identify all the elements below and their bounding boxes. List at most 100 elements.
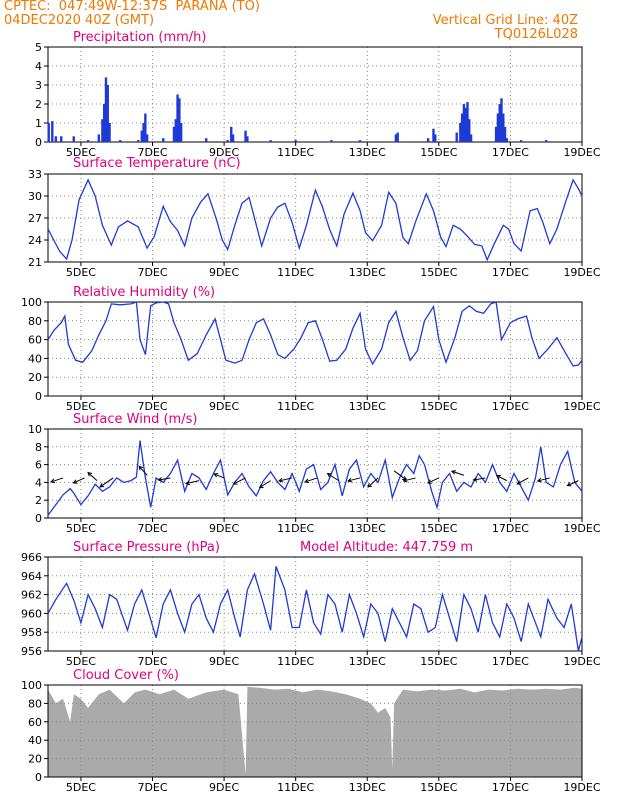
panel-frame <box>47 46 583 143</box>
x-tick-label: 19DEC <box>563 655 600 668</box>
precip-bar <box>505 138 509 142</box>
precip-bar <box>136 140 140 142</box>
precip-bar <box>246 136 249 142</box>
wind-arrow <box>278 477 293 483</box>
wind-arrow <box>450 470 465 476</box>
precip-bar <box>294 140 297 142</box>
precip-bar <box>104 77 108 142</box>
precip-bar <box>498 104 501 142</box>
y-tick-label: 60 <box>28 716 42 729</box>
series-line-wind <box>47 440 583 516</box>
precip-bar <box>179 123 183 142</box>
wind-arrow-shaft <box>158 477 171 481</box>
y-tick-label: 6 <box>35 459 42 472</box>
wind-arrow-shaft <box>259 480 271 489</box>
wind-arrow <box>99 477 114 488</box>
precip-bar <box>462 104 466 142</box>
x-tick-label: 9DEC <box>209 522 239 535</box>
panel-title-wind: Surface Wind (m/s) <box>73 412 197 427</box>
precip-bar <box>51 121 54 142</box>
y-tick-label: 20 <box>28 371 42 384</box>
x-tick-label: 5DEC <box>66 400 96 413</box>
precip-bar <box>204 138 208 142</box>
precip-bar <box>503 126 507 142</box>
wind-arrow-head <box>495 474 501 480</box>
x-tick-label: 11DEC <box>277 266 314 279</box>
wind-arrow-head <box>304 478 310 484</box>
y-tick-label: 962 <box>21 589 42 602</box>
y-tick-label: 964 <box>21 570 42 583</box>
series-line-temp <box>47 178 583 262</box>
wind-arrow-head <box>402 477 408 483</box>
x-tick-label: 11DEC <box>277 522 314 535</box>
wind-arrow-head <box>213 472 219 478</box>
panel-title-cloud: Cloud Cover (%) <box>73 668 179 683</box>
wind-arrow-head <box>367 483 372 488</box>
x-tick-label: 19DEC <box>563 400 600 413</box>
precip-bar <box>106 85 109 142</box>
cloud-area <box>48 686 582 777</box>
wind-arrow-shaft <box>473 477 486 481</box>
x-tick-label: 15DEC <box>420 400 457 413</box>
precip-bar <box>468 119 471 142</box>
wind-arrow-shaft <box>517 477 529 485</box>
wind-arrow-shaft <box>304 477 318 483</box>
y-tick-label: 2 <box>35 98 42 111</box>
precip-bar <box>426 138 430 142</box>
x-tick-label: 7DEC <box>137 400 167 413</box>
wind-arrow-head <box>72 479 78 484</box>
wind-arrow-head <box>50 478 56 484</box>
wind-arrow <box>516 477 529 485</box>
x-tick-label: 9DEC <box>209 781 239 794</box>
panel-title-temp: Surface Temperature (nC) <box>73 156 241 171</box>
wind-arrow-shaft <box>73 477 85 484</box>
precip-bar <box>466 102 469 142</box>
x-tick-label: 13DEC <box>349 266 386 279</box>
precip-bar <box>459 123 462 142</box>
y-tick-label: 8 <box>35 441 42 454</box>
precip-bar <box>519 140 523 142</box>
y-tick-label: 33 <box>28 168 42 181</box>
wind-arrow-shaft <box>50 477 64 483</box>
panel-pressure: Surface Pressure (hPa) Model Altitude: 44… <box>21 540 601 668</box>
wind-arrow <box>426 477 440 484</box>
panel-title-rh: Relative Humidity (%) <box>73 285 215 300</box>
precip-bar <box>72 136 75 142</box>
precip-bar <box>460 113 464 142</box>
x-tick-label: 13DEC <box>349 781 386 794</box>
series-line-rh <box>47 301 583 367</box>
panel-temp: Surface Temperature (nC) 21 24 27 30 33 5DEC 7D… <box>28 156 601 279</box>
x-tick-label: 5DEC <box>66 522 96 535</box>
y-tick-label: 80 <box>28 697 42 710</box>
panel-wind: Surface Wind (m/s) 0 2 4 6 8 10 5DEC 7DEC 9DEC 11D… <box>28 412 601 535</box>
precip-bar <box>494 126 498 142</box>
panel-cloud: Cloud Cover (%) 0 20 40 60 80 100 5DEC 7DEC 9DEC 1… <box>21 668 601 794</box>
wind-arrow-head <box>426 479 432 484</box>
y-tick-label: 100 <box>21 679 42 692</box>
wind-arrow-shaft <box>367 477 379 488</box>
wind-arrow <box>72 477 85 484</box>
precip-bar <box>226 140 229 142</box>
x-tick-label: 5DEC <box>66 146 96 159</box>
wind-arrow-head <box>516 480 522 485</box>
wind-arrow <box>304 477 318 484</box>
panel-subtitle-pressure: Model Altitude: 447.759 m <box>300 540 473 555</box>
panel-frame <box>47 556 583 652</box>
wind-arrow-shaft <box>233 477 246 485</box>
wind-arrow-head <box>347 477 353 483</box>
wind-arrow-shaft <box>347 477 361 482</box>
y-tick-label: 40 <box>28 352 42 365</box>
wind-arrow-head <box>566 482 572 487</box>
wind-arrow <box>566 480 579 487</box>
header-model-code: TQ0126L028 <box>494 27 578 42</box>
wind-arrow-head <box>258 483 264 489</box>
panel-frame <box>47 173 583 263</box>
y-tick-label: 3 <box>35 79 42 92</box>
precip-bar <box>500 98 503 142</box>
wind-arrow-shaft <box>496 475 508 482</box>
y-tick-label: 0 <box>35 512 42 525</box>
x-tick-label: 17DEC <box>492 522 529 535</box>
x-tick-label: 19DEC <box>563 522 600 535</box>
wind-arrow <box>138 465 148 476</box>
y-tick-label: 20 <box>28 753 42 766</box>
